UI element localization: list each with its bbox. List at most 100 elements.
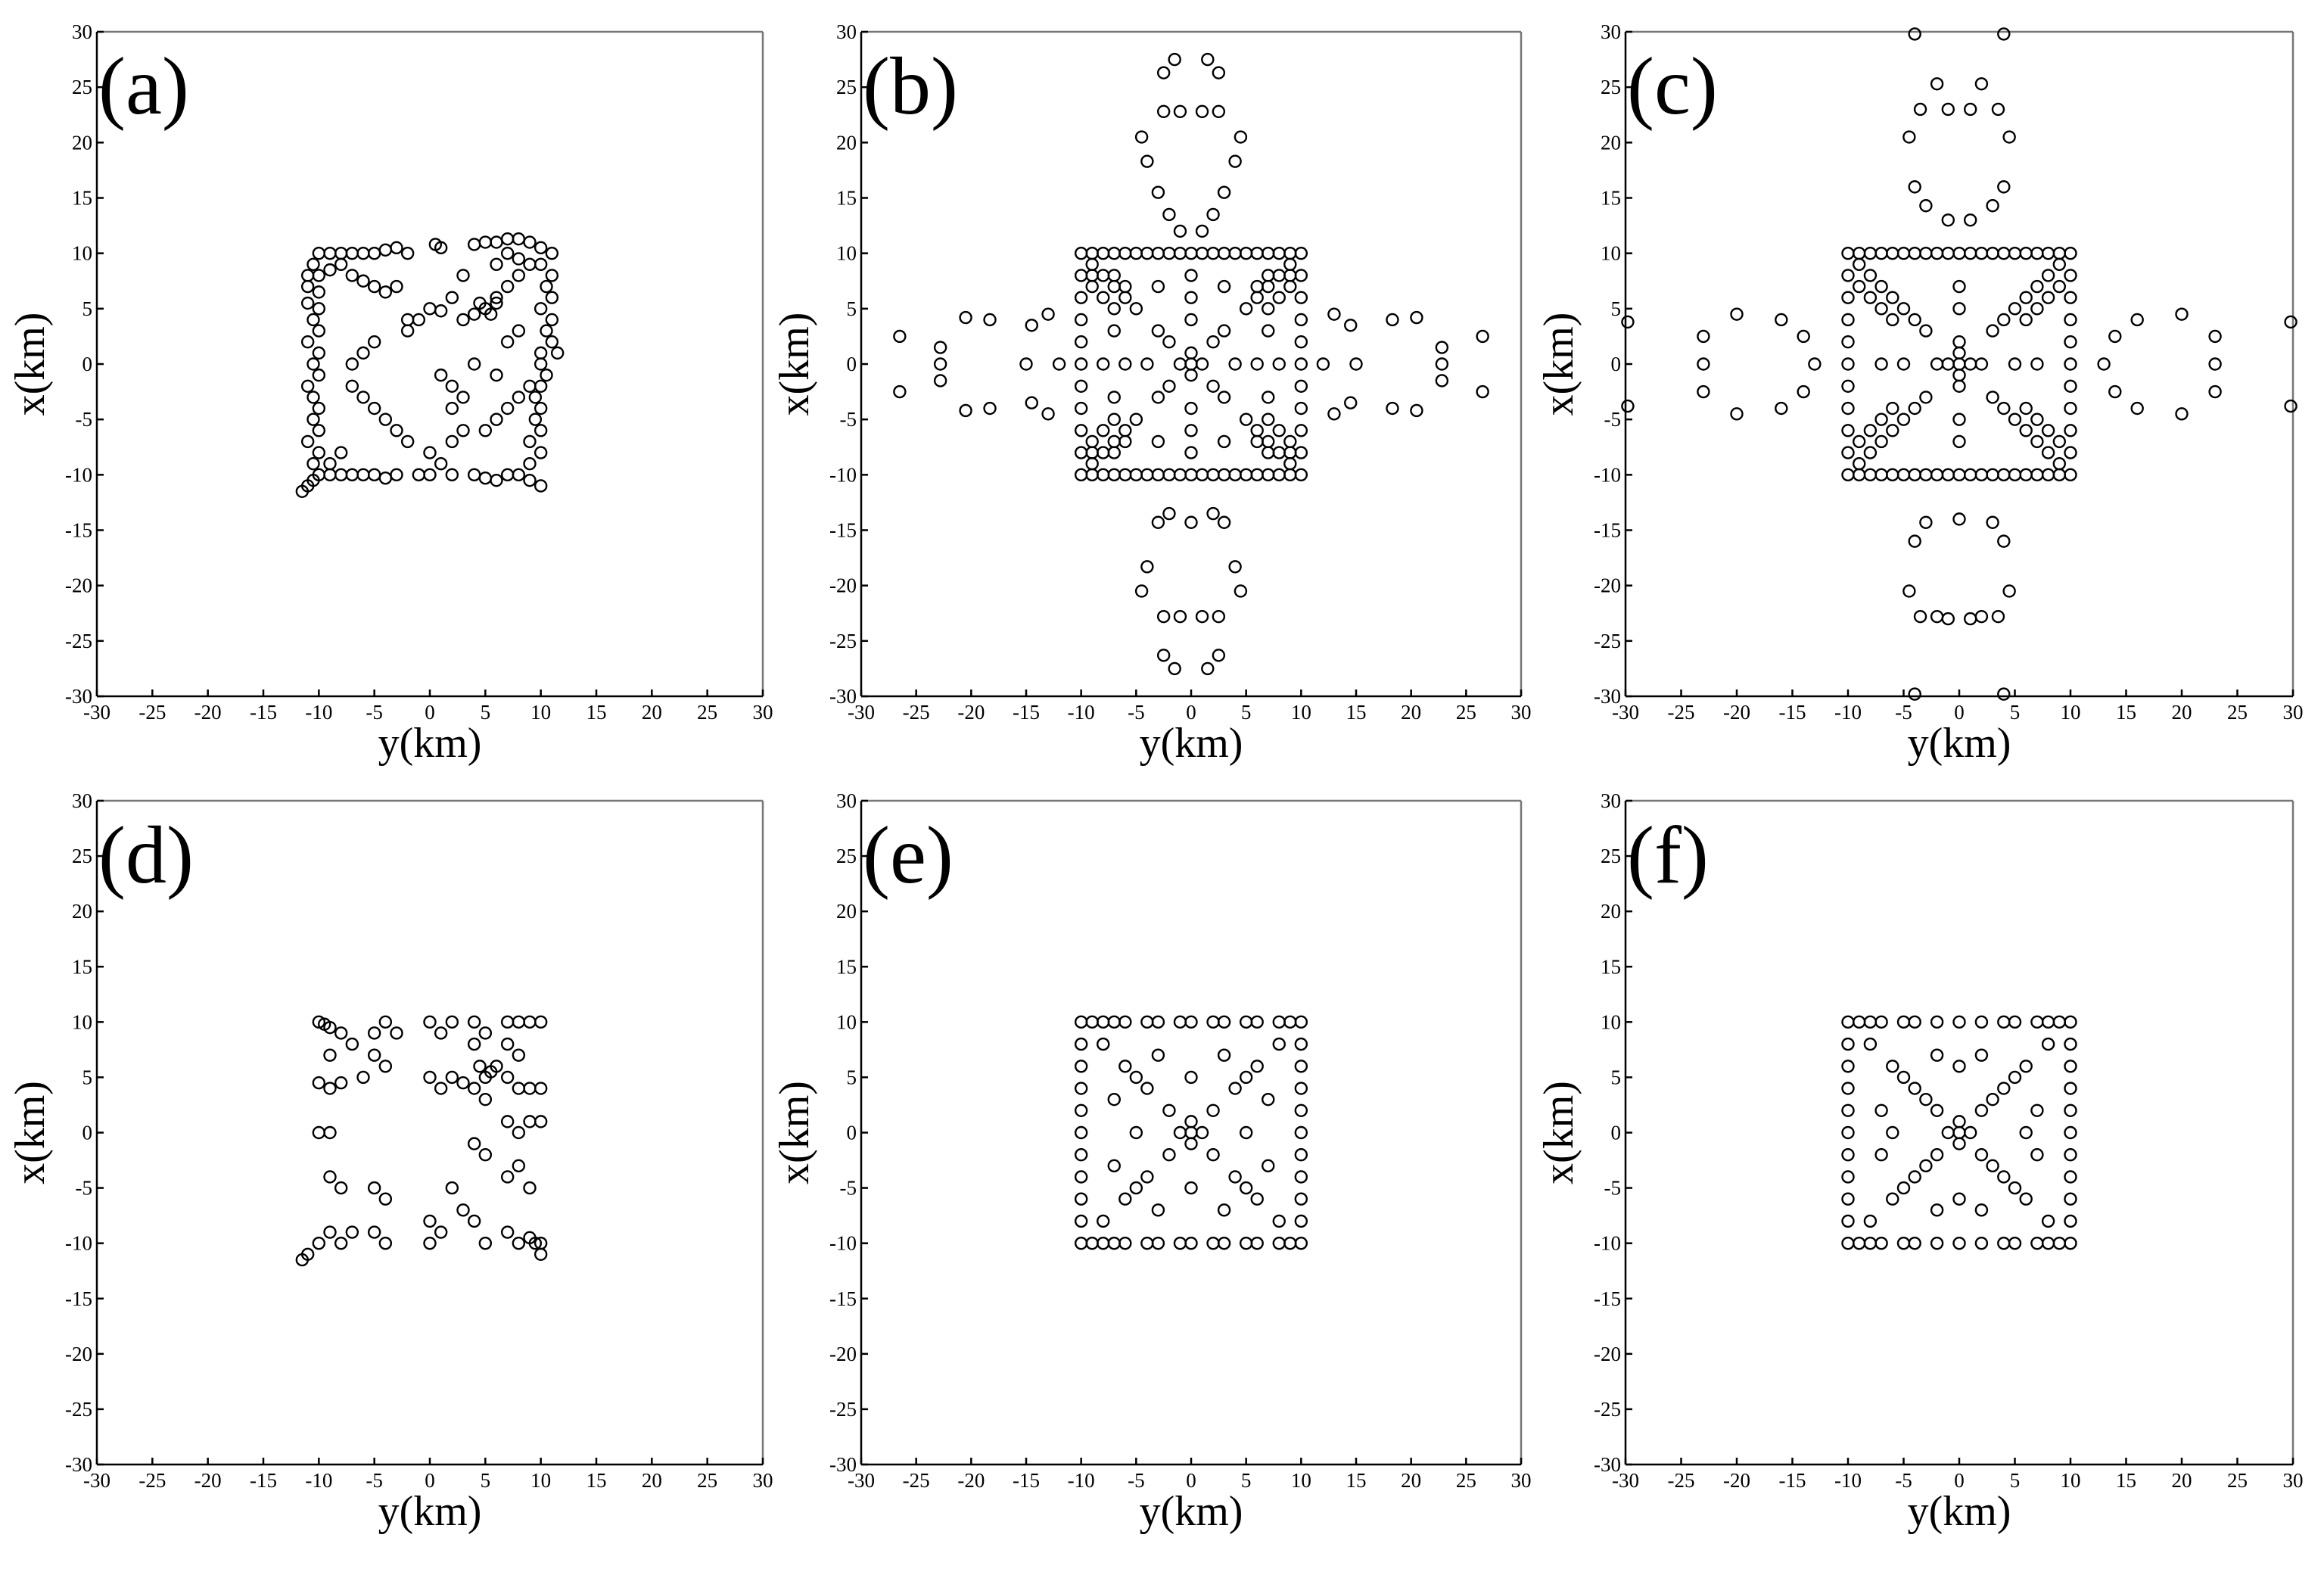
data-point [1974,1048,1989,1062]
y-tick-label: 25 [1601,845,1621,867]
data-point [2008,1181,2022,1195]
y-tick-label: 5 [82,297,93,320]
data-point [1435,374,1449,388]
data-point [423,1214,437,1228]
data-point [1151,1203,1165,1217]
data-point [1140,1015,1154,1029]
data-point [893,329,907,344]
data-point [434,1082,448,1095]
data-point [456,1076,470,1090]
y-tick-label: -10 [829,1232,857,1255]
x-tick-label: -20 [957,1469,985,1492]
data-point [1930,468,1944,482]
x-tick-label: 5 [481,701,491,724]
panel-label: (d) [98,811,194,901]
data-point [2064,1060,2077,1073]
data-point [1952,412,1966,426]
x-tick-label: 25 [1456,701,1476,724]
data-point [2030,468,2044,482]
data-point [1863,468,1878,482]
data-point [983,401,997,416]
x-tick-label: 30 [753,701,773,724]
data-point [1294,1125,1308,1140]
panel-f: -30-30 -25 -25 -20 -20 -15 -15 -10 -10 -5 -5 0 0 5 5 10… [1535,789,2304,1535]
data-point [523,379,537,393]
data-point [356,1070,370,1085]
x-tick-label: -15 [1013,1469,1040,1492]
data-point [378,285,393,299]
data-point [1212,104,1226,119]
data-point [1107,279,1121,294]
data-point [490,296,503,310]
data-point [2008,357,2022,371]
data-point [367,1026,381,1040]
data-point [1217,185,1231,199]
x-tick-label: 25 [2227,1469,2248,1492]
data-point [1930,77,1944,91]
data-point [356,468,370,482]
data-point [2064,1037,2077,1051]
y-tick-label: -15 [65,1287,92,1310]
data-point [983,313,997,327]
data-point [2108,329,2122,344]
data-point [512,468,526,482]
data-point [1316,357,1330,371]
data-point [2052,1236,2067,1250]
data-point [312,424,326,437]
data-point [345,357,359,371]
data-point [1019,357,1033,371]
data-point [1239,1236,1253,1250]
data-point [367,246,381,260]
data-point [490,291,503,304]
y-tick-label: 5 [1611,1066,1622,1088]
data-point [312,1236,326,1250]
data-point [1107,324,1121,338]
data-point [345,246,359,260]
data-point [300,434,315,449]
data-point [2041,1214,2055,1228]
data-point [1085,434,1099,449]
data-point [1140,246,1154,260]
data-point [1874,1236,1888,1250]
panel-c: -30-30 -25 -25 -20 -20 -15 -15 -10 -10 -5 -5 0 0 5 5 10… [1535,20,2304,767]
x-tick-label: -5 [1128,1469,1145,1492]
data-point [312,346,326,360]
data-point [1997,1082,2011,1095]
data-point [1217,434,1231,449]
data-point [1963,357,1977,371]
data-point [2008,412,2022,426]
y-tick-label: -20 [65,1343,92,1365]
data-point [445,434,459,449]
data-point [1250,279,1264,294]
data-point [1201,52,1215,67]
data-point [367,1225,381,1239]
data-point [456,1203,470,1217]
y-tick-label: 15 [836,955,857,978]
panel-b: -30-30 -25 -25 -20 -20 -15 -15 -10 -10 -5 -5 0 0 5 5 10… [771,20,1532,767]
data-point [534,1082,548,1095]
data-point [1206,1148,1220,1162]
data-point [500,279,515,294]
data-point [1797,384,1810,399]
data-point [1184,246,1198,260]
data-point [1074,468,1088,482]
data-point [323,1170,337,1184]
data-point [1991,102,2005,117]
data-point [1129,302,1143,316]
y-tick-label: -30 [829,685,857,708]
data-point [1162,246,1176,260]
x-tick-label: -15 [250,1469,277,1492]
data-point [1863,446,1878,459]
data-point [1991,609,2005,624]
x-tick-label: 10 [530,1469,551,1492]
data-point [1140,560,1154,574]
data-point [1140,1170,1154,1184]
data-point [1908,534,1921,548]
data-point [1184,1125,1198,1140]
data-point [306,473,320,487]
y-tick-label: 30 [836,789,857,812]
data-point [1206,506,1220,521]
data-point [1852,434,1866,449]
x-tick-label: 0 [1186,1469,1196,1492]
data-point [1195,357,1209,371]
